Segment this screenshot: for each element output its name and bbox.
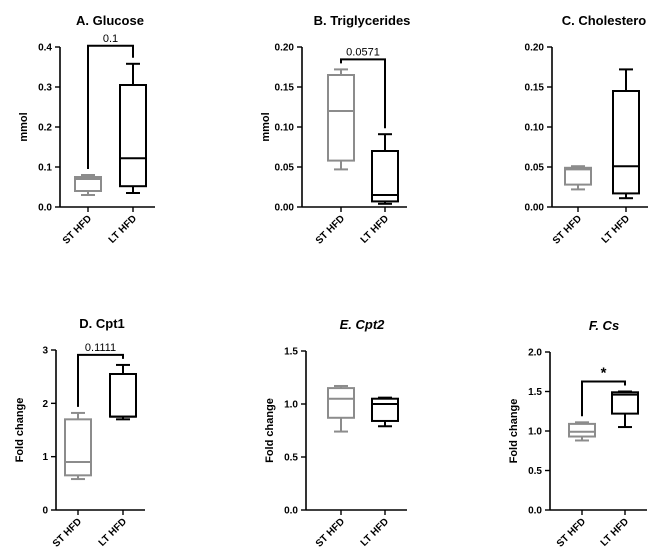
- y-tick-label: 0.20: [275, 43, 295, 54]
- chart-title: B. Triglycerides: [314, 13, 411, 28]
- box-body: [611, 391, 639, 415]
- y-axis-label: Fold change: [264, 398, 276, 463]
- significance-bracket: [77, 353, 124, 407]
- chart-panel-2: B. Triglycerides mmol 0.00 0.05 0.10 0.15 0.20…: [260, 13, 410, 247]
- box-lt-hfd: [119, 62, 147, 194]
- x-category-label: LT HFD: [600, 213, 632, 245]
- y-axis-label: mmol: [18, 112, 30, 141]
- box-st-hfd: [564, 165, 592, 191]
- box-lt-hfd: [612, 68, 640, 200]
- chart-panel-4: D. Cpt1 Fold change 0 1 2 3 ST HFD LT HFD 0.1111: [14, 316, 145, 550]
- box-body: [327, 74, 355, 162]
- y-tick-label: 1: [42, 452, 48, 463]
- p-value-label: 0.0571: [346, 46, 380, 58]
- box-st-hfd: [327, 68, 355, 171]
- box-body: [371, 150, 399, 203]
- significance-bracket: [581, 380, 626, 417]
- x-category-label: LT HFD: [107, 213, 139, 245]
- box-st-hfd: [74, 174, 102, 196]
- y-axis-label: Fold change: [14, 398, 26, 463]
- y-tick-label: 0.15: [275, 83, 295, 94]
- x-category-label: ST HFD: [61, 213, 94, 246]
- x-category-label: LT HFD: [359, 213, 391, 245]
- chart-panel-1: A. Glucose mmol 0.0 0.1 0.2 0.3 0.4 ST HFD LT HF…: [18, 13, 155, 247]
- box-st-hfd: [64, 411, 92, 481]
- box-lt-hfd: [371, 396, 399, 428]
- x-category-label: ST HFD: [555, 516, 588, 549]
- y-tick-label: 0.0: [528, 506, 542, 517]
- y-tick-label: 0.5: [284, 453, 298, 464]
- box-body: [568, 422, 596, 438]
- y-tick-label: 0.15: [525, 83, 545, 94]
- y-axis-label: Fold change: [508, 399, 520, 464]
- y-tick-label: 3: [42, 346, 48, 357]
- box-body: [564, 166, 592, 186]
- y-tick-label: 0.5: [528, 466, 542, 477]
- p-value-label: 0.1: [103, 33, 118, 45]
- box-body: [74, 176, 102, 192]
- y-tick-label: 1.0: [284, 400, 298, 411]
- y-tick-label: 2: [42, 399, 48, 410]
- box-lt-hfd: [109, 363, 137, 421]
- y-tick-label: 0.05: [525, 163, 545, 174]
- x-category-label: ST HFD: [314, 516, 347, 549]
- y-tick-label: 0.0: [284, 506, 298, 517]
- y-tick-label: 2.0: [528, 348, 542, 359]
- y-tick-label: 0: [42, 506, 48, 517]
- chart-panel-6: F. Cs Fold change 0.0 0.5 1.0 1.5 2.0 ST HFD LT …: [508, 318, 647, 550]
- p-value-label: 0.1111: [85, 342, 116, 354]
- box-body: [119, 84, 147, 188]
- box-body: [371, 397, 399, 422]
- x-category-label: ST HFD: [551, 213, 584, 246]
- chart-panel-5: E. Cpt2 Fold change 0.0 0.5 1.0 1.5 ST HFD LT H…: [264, 317, 407, 550]
- y-tick-label: 0.1: [38, 163, 52, 174]
- y-tick-label: 0.00: [275, 203, 295, 214]
- chart-title: A. Glucose: [76, 13, 144, 28]
- y-tick-label: 1.0: [528, 427, 542, 438]
- y-tick-label: 0.4: [38, 43, 52, 54]
- significance-bracket: [340, 58, 386, 129]
- chart-title: F. Cs: [589, 318, 619, 333]
- x-category-label: ST HFD: [314, 213, 347, 246]
- x-category-label: ST HFD: [51, 516, 84, 549]
- y-tick-label: 0.10: [525, 123, 545, 134]
- chart-title: C. Cholestero: [562, 13, 647, 28]
- chart-panel-3: C. Cholestero 0.00 0.05 0.10 0.15 0.20 ST HFD L…: [525, 13, 648, 247]
- y-tick-label: 0.0: [38, 203, 52, 214]
- y-tick-label: 0.2: [38, 123, 52, 134]
- y-axis-label: mmol: [260, 112, 272, 141]
- chart-title: D. Cpt1: [79, 316, 125, 331]
- box-lt-hfd: [611, 390, 639, 429]
- y-tick-label: 0.05: [275, 163, 295, 174]
- y-tick-label: 1.5: [284, 347, 298, 358]
- box-lt-hfd: [371, 133, 399, 205]
- y-tick-label: 1.5: [528, 387, 542, 398]
- chart-title: E. Cpt2: [340, 317, 386, 332]
- y-tick-label: 0.20: [525, 43, 545, 54]
- box-body: [64, 418, 92, 477]
- y-tick-label: 0.3: [38, 83, 52, 94]
- box-st-hfd: [327, 384, 355, 433]
- x-category-label: LT HFD: [97, 516, 129, 548]
- box-body: [109, 373, 137, 418]
- y-tick-label: 0.00: [525, 203, 545, 214]
- box-body: [327, 387, 355, 419]
- significance-bracket: [87, 44, 134, 169]
- box-body: [612, 90, 640, 195]
- p-value-label: *: [601, 365, 607, 382]
- x-category-label: LT HFD: [599, 516, 631, 548]
- y-tick-label: 0.10: [275, 123, 295, 134]
- box-st-hfd: [568, 421, 596, 442]
- x-category-label: LT HFD: [359, 516, 391, 548]
